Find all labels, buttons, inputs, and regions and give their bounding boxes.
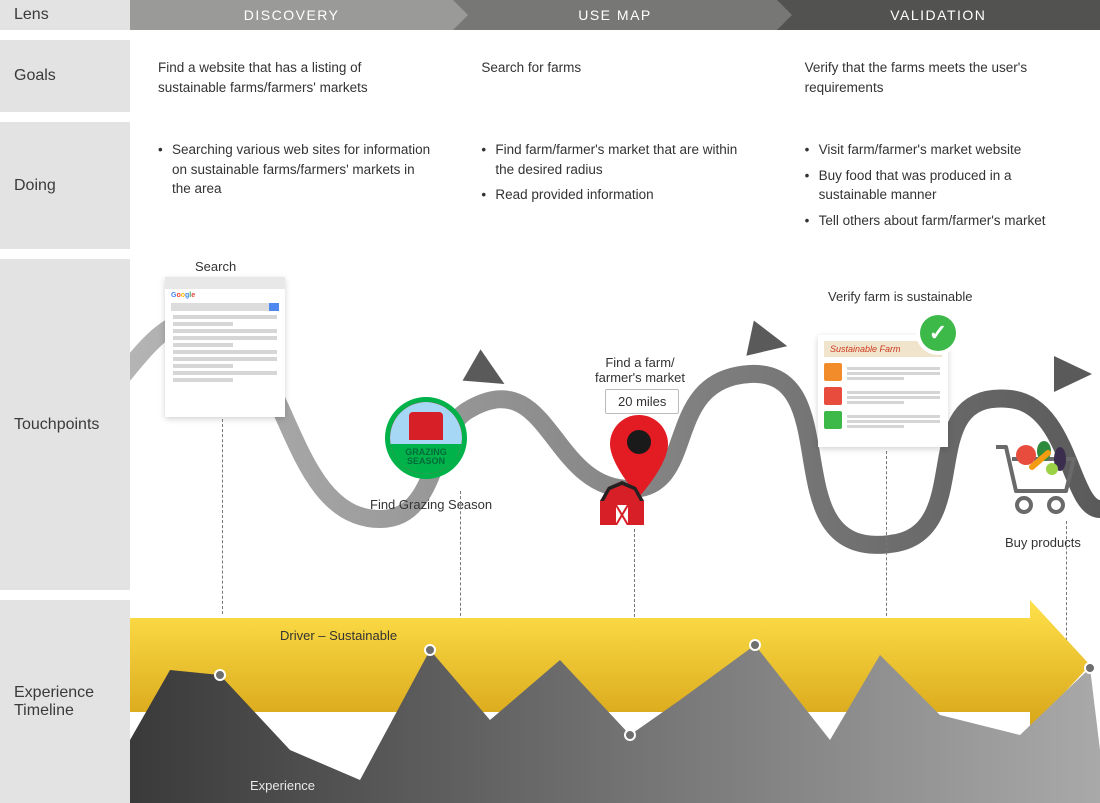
driver-label: Driver – Sustainable <box>280 628 397 643</box>
shopping-cart-icon <box>992 439 1082 517</box>
search-label: Search <box>195 259 236 274</box>
doing-bullet: Visit farm/farmer's market website <box>805 140 1080 160</box>
verify-label-text: Verify farm is sustainable <box>828 289 973 304</box>
grazing-label: Find Grazing Season <box>370 497 492 512</box>
touchpoints-area: Search Google GRAZINGSEASON Find Grazing… <box>130 259 1100 590</box>
buy-label-text: Buy products <box>1005 535 1081 550</box>
phase-discovery: DISCOVERY <box>130 0 453 30</box>
phase-bar: DISCOVERY USE MAP VALIDATION <box>130 0 1100 30</box>
row-label-goals: Goals <box>0 40 130 112</box>
checkmark-icon: ✓ <box>920 315 956 351</box>
google-logo-icon: Google <box>165 289 285 299</box>
doing-col-2: Visit farm/farmer's market website Buy fo… <box>777 122 1100 249</box>
doing-bullet: Read provided information <box>481 185 756 205</box>
miles-box: 20 miles <box>605 389 679 414</box>
phase-usemap: USE MAP <box>453 0 776 30</box>
goals-label: Goals <box>14 67 56 85</box>
goals-content: Find a website that has a listing of sus… <box>130 40 1100 112</box>
search-browser-icon: Google <box>165 277 285 417</box>
search-label-text: Search <box>195 259 236 274</box>
verify-label: Verify farm is sustainable <box>828 289 973 304</box>
doing-col-0: Searching various web sites for informat… <box>130 122 453 249</box>
timeline-chart: Driver – Sustainable Experience <box>130 600 1100 803</box>
row-label-lens: Lens <box>0 0 130 30</box>
phase-validation: VALIDATION <box>777 0 1100 30</box>
verify-card-icon: Sustainable Farm <box>818 335 948 447</box>
miles-value: 20 miles <box>618 394 666 409</box>
grazing-text-2: SEASON <box>407 456 445 466</box>
timeline-row: Experience Timeline Driver – Sustainable… <box>0 600 1100 803</box>
findfarm-label: Find a farm/ farmer's market <box>585 355 695 385</box>
findfarm-l1: Find a farm/ <box>605 355 674 370</box>
grazing-label-text: Find Grazing Season <box>370 497 492 512</box>
goals-text-0: Find a website that has a listing of sus… <box>158 60 368 95</box>
lens-label: Lens <box>14 6 49 24</box>
phase-validation-label: VALIDATION <box>890 7 986 23</box>
goals-col-1: Search for farms <box>453 40 776 112</box>
doing-content: Searching various web sites for informat… <box>130 122 1100 249</box>
row-label-doing: Doing <box>0 122 130 249</box>
doing-label: Doing <box>14 177 56 195</box>
row-label-timeline: Experience Timeline <box>0 600 130 803</box>
goals-text-2: Verify that the farms meets the user's r… <box>805 60 1027 95</box>
phase-usemap-label: USE MAP <box>578 7 652 23</box>
findfarm-l2: farmer's market <box>595 370 685 385</box>
doing-col-1: Find farm/farmer's market that are withi… <box>453 122 776 249</box>
timeline-label: Experience Timeline <box>14 684 94 720</box>
goals-col-0: Find a website that has a listing of sus… <box>130 40 453 112</box>
goals-col-2: Verify that the farms meets the user's r… <box>777 40 1100 112</box>
phase-discovery-label: DISCOVERY <box>244 7 340 23</box>
buy-label: Buy products <box>1005 535 1081 550</box>
doing-bullet: Buy food that was produced in a sustaina… <box>805 166 1080 205</box>
touchpoints-label: Touchpoints <box>14 416 99 434</box>
doing-bullet: Find farm/farmer's market that are withi… <box>481 140 756 179</box>
goals-text-1: Search for farms <box>481 60 581 75</box>
row-label-touchpoints: Touchpoints <box>0 259 130 590</box>
verify-header: Sustainable Farm <box>830 344 901 354</box>
experience-label: Experience <box>250 778 315 793</box>
doing-bullet: Searching various web sites for informat… <box>158 140 433 199</box>
dashed-connector <box>222 419 223 614</box>
doing-bullet: Tell others about farm/farmer's market <box>805 211 1080 231</box>
grazing-season-logo-icon: GRAZINGSEASON <box>385 397 467 479</box>
barn-icon <box>596 481 648 525</box>
